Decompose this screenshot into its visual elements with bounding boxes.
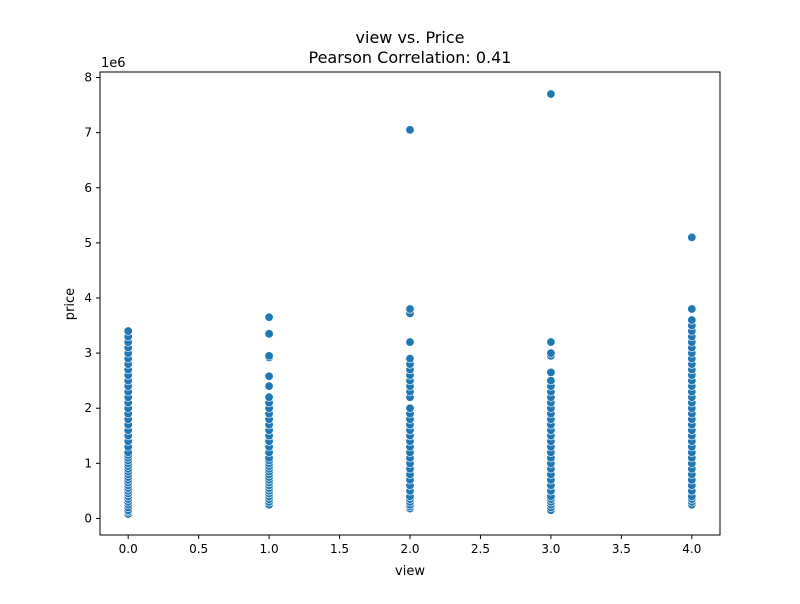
x-tick-label: 4.0 xyxy=(682,542,701,556)
data-point xyxy=(264,351,274,361)
x-tick-label: 3.0 xyxy=(541,542,560,556)
y-tick-label: 0 xyxy=(84,511,92,525)
data-point xyxy=(264,312,274,322)
data-point xyxy=(546,376,556,386)
x-tick-label: 1.0 xyxy=(260,542,279,556)
data-point xyxy=(405,125,415,135)
y-tick-label: 6 xyxy=(84,181,92,195)
data-point xyxy=(123,326,133,336)
x-tick-label: 1.5 xyxy=(330,542,349,556)
data-point xyxy=(405,403,415,413)
chart-title: view vs. Price xyxy=(356,28,465,47)
data-point xyxy=(687,232,697,242)
data-point xyxy=(405,337,415,347)
data-point xyxy=(546,89,556,99)
x-tick-label: 2.0 xyxy=(400,542,419,556)
data-point xyxy=(264,381,274,391)
data-point xyxy=(546,348,556,358)
y-tick-label: 2 xyxy=(84,401,92,415)
data-point xyxy=(546,337,556,347)
y-tick-label: 4 xyxy=(84,291,92,305)
scatter-points xyxy=(123,89,697,519)
x-tick-label: 0.5 xyxy=(189,542,208,556)
data-point xyxy=(264,329,274,339)
x-axis-ticks: 0.0 0.5 1.0 1.5 2.0 2.5 3.0 3.5 4.0 xyxy=(119,535,701,556)
y-axis-label: price xyxy=(63,288,78,320)
x-tick-label: 0.0 xyxy=(119,542,138,556)
data-point xyxy=(687,315,697,325)
y-tick-label: 3 xyxy=(84,346,92,360)
x-tick-label: 3.5 xyxy=(612,542,631,556)
y-tick-label: 8 xyxy=(84,71,92,85)
data-point xyxy=(264,392,274,402)
data-point xyxy=(264,371,274,381)
y-tick-label: 7 xyxy=(84,126,92,140)
y-axis-multiplier: 1e6 xyxy=(101,56,126,71)
x-tick-label: 2.5 xyxy=(471,542,490,556)
data-point xyxy=(687,304,697,314)
data-point xyxy=(546,367,556,377)
data-point xyxy=(405,354,415,364)
y-axis-ticks: 0 1 2 3 4 5 6 7 8 xyxy=(84,71,100,525)
y-tick-label: 1 xyxy=(84,456,92,470)
chart-subtitle: Pearson Correlation: 0.41 xyxy=(309,48,512,67)
data-point xyxy=(405,304,415,314)
y-tick-label: 5 xyxy=(84,236,92,250)
x-axis-label: view xyxy=(395,564,425,579)
